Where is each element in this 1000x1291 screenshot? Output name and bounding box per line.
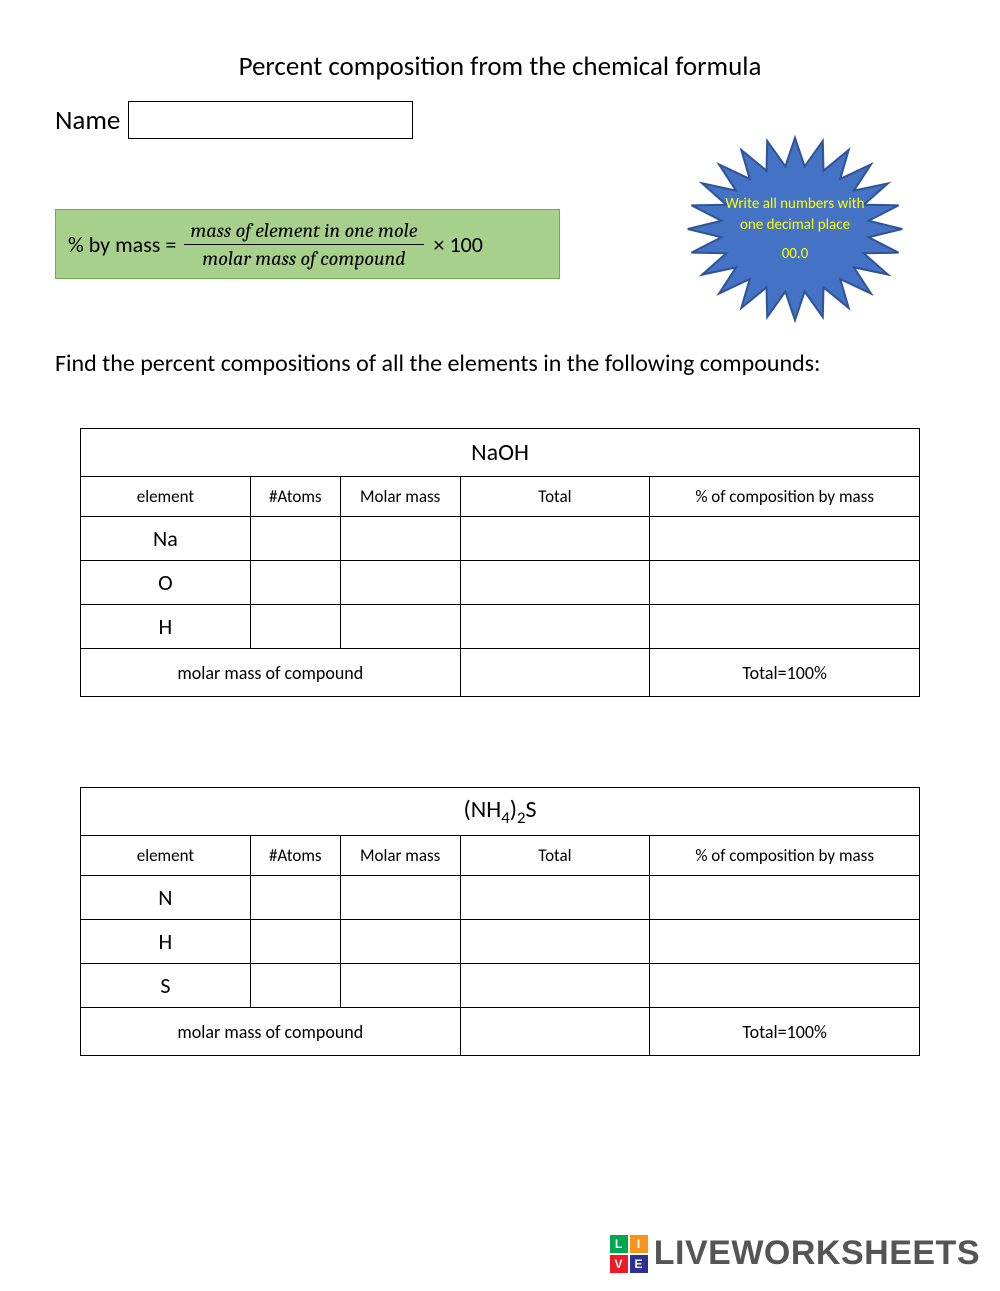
column-header: Total — [460, 836, 650, 876]
data-cell[interactable] — [340, 605, 460, 649]
total-100-label: Total=100% — [650, 1008, 920, 1056]
element-symbol: H — [81, 605, 251, 649]
formula-fraction: mass of element in one mole molar mass o… — [184, 219, 423, 270]
data-cell[interactable] — [250, 605, 340, 649]
data-cell[interactable] — [340, 964, 460, 1008]
column-header: % of composition by mass — [650, 477, 920, 517]
logo-cell: L — [610, 1235, 628, 1253]
data-cell[interactable] — [650, 605, 920, 649]
column-header: Molar mass — [340, 836, 460, 876]
formula-box: % by mass = mass of element in one mole … — [55, 209, 560, 279]
formula-suffix: × 100 — [434, 231, 483, 258]
starburst-line1: Write all numbers with — [725, 194, 864, 215]
total-100-label: Total=100% — [650, 649, 920, 697]
logo-cell: E — [630, 1255, 648, 1273]
molar-mass-label: molar mass of compound — [81, 1008, 461, 1056]
data-cell[interactable] — [650, 920, 920, 964]
column-header: element — [81, 477, 251, 517]
formula-denominator: molar mass of compound — [184, 245, 423, 270]
composition-table: (NH4)2Selement#AtomsMolar massTotal% of … — [80, 787, 920, 1056]
data-cell[interactable] — [460, 561, 650, 605]
data-cell[interactable] — [340, 517, 460, 561]
formula-lhs: % by mass = — [68, 231, 176, 258]
column-header: Total — [460, 477, 650, 517]
data-cell[interactable] — [340, 920, 460, 964]
column-header: #Atoms — [250, 477, 340, 517]
name-label: Name — [55, 104, 120, 137]
element-symbol: Na — [81, 517, 251, 561]
formula-numerator: mass of element in one mole — [184, 219, 423, 245]
data-cell[interactable] — [650, 876, 920, 920]
element-symbol: H — [81, 920, 251, 964]
composition-table: NaOHelement#AtomsMolar massTotal% of com… — [80, 428, 920, 697]
column-header: % of composition by mass — [650, 836, 920, 876]
data-cell[interactable] — [250, 561, 340, 605]
data-cell[interactable] — [460, 517, 650, 561]
molar-mass-label: molar mass of compound — [81, 649, 461, 697]
watermark-logo: LIVE — [610, 1235, 648, 1273]
compound-name: NaOH — [81, 429, 920, 477]
data-cell[interactable] — [650, 561, 920, 605]
watermark: LIVE LIVEWORKSHEETS — [610, 1234, 980, 1273]
name-input[interactable] — [128, 101, 413, 139]
molar-mass-total[interactable] — [460, 649, 650, 697]
page-title: Percent composition from the chemical fo… — [55, 50, 945, 83]
data-cell[interactable] — [250, 920, 340, 964]
element-symbol: O — [81, 561, 251, 605]
data-cell[interactable] — [650, 517, 920, 561]
data-cell[interactable] — [460, 876, 650, 920]
data-cell[interactable] — [250, 964, 340, 1008]
starburst-line3: 00.0 — [782, 244, 809, 265]
watermark-text: LIVEWORKSHEETS — [654, 1234, 980, 1273]
data-cell[interactable] — [460, 605, 650, 649]
starburst-line2: one decimal place — [740, 215, 850, 236]
instruction-text: Find the percent compositions of all the… — [55, 349, 945, 378]
element-symbol: S — [81, 964, 251, 1008]
column-header: #Atoms — [250, 836, 340, 876]
column-header: Molar mass — [340, 477, 460, 517]
data-cell[interactable] — [340, 561, 460, 605]
element-symbol: N — [81, 876, 251, 920]
data-cell[interactable] — [340, 876, 460, 920]
data-cell[interactable] — [460, 920, 650, 964]
logo-cell: V — [610, 1255, 628, 1273]
starburst-callout: Write all numbers with one decimal place… — [655, 119, 935, 339]
compound-name: (NH4)2S — [81, 788, 920, 836]
data-cell[interactable] — [250, 876, 340, 920]
data-cell[interactable] — [460, 964, 650, 1008]
column-header: element — [81, 836, 251, 876]
data-cell[interactable] — [250, 517, 340, 561]
logo-cell: I — [630, 1235, 648, 1253]
data-cell[interactable] — [650, 964, 920, 1008]
molar-mass-total[interactable] — [460, 1008, 650, 1056]
